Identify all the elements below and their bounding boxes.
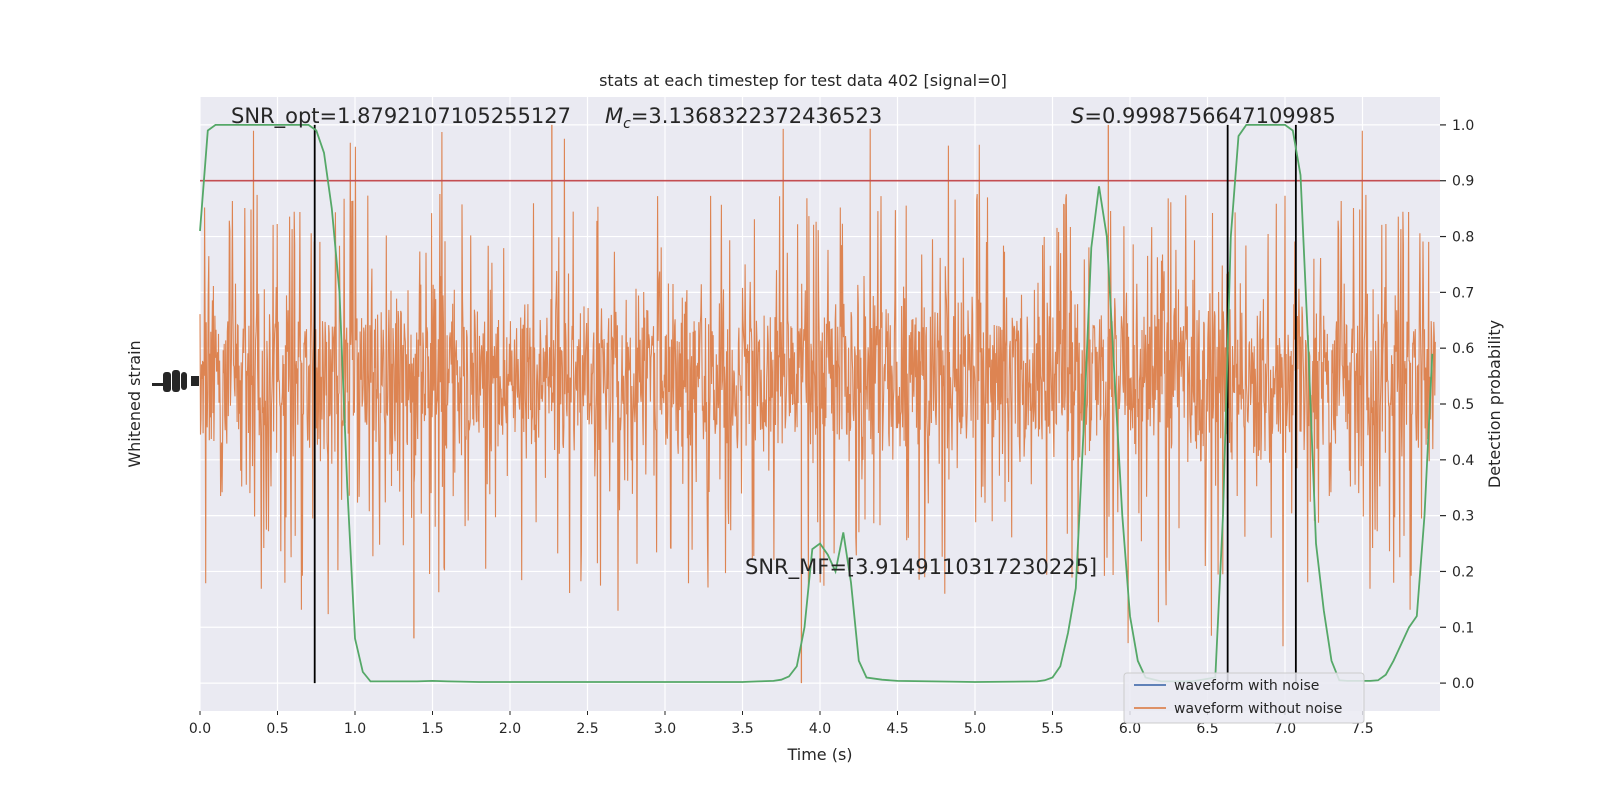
s-value: =0.9998756647109985 bbox=[1084, 104, 1335, 128]
snr-opt-annotation: SNR_opt=1.8792107105255127 bbox=[231, 104, 571, 129]
detection-markers bbox=[313, 124, 1297, 684]
chirp-mass-symbol: M bbox=[605, 104, 623, 128]
y-tick-label: 0.4 bbox=[1452, 453, 1474, 469]
legend-label-with-noise: waveform with noise bbox=[1174, 678, 1319, 694]
chart-title: stats at each timestep for test data 402… bbox=[599, 71, 1007, 90]
x-tick-label: 4.5 bbox=[886, 721, 908, 737]
y-tick-label: 0.7 bbox=[1452, 285, 1474, 301]
y-axis-right-label: Detection probability bbox=[1485, 320, 1504, 488]
left-tick-mark bbox=[191, 376, 199, 386]
x-tick-label: 2.0 bbox=[499, 721, 521, 737]
x-tick-label: 3.0 bbox=[654, 721, 676, 737]
y-tick-label: 0.0 bbox=[1452, 676, 1474, 692]
left-tick-mark bbox=[172, 370, 180, 392]
y-tick-label: 0.3 bbox=[1452, 509, 1474, 525]
legend: waveform with noise waveform without noi… bbox=[1123, 672, 1365, 724]
x-tick-label: 4.0 bbox=[809, 721, 831, 737]
x-tick-label: 5.5 bbox=[1041, 721, 1063, 737]
x-tick-label: 7.0 bbox=[1274, 721, 1296, 737]
x-tick-label: 5.0 bbox=[964, 721, 986, 737]
x-tick-label: 0.5 bbox=[266, 721, 288, 737]
y-tick-label: 1.0 bbox=[1452, 118, 1474, 134]
y-tick-label: 0.1 bbox=[1452, 620, 1474, 636]
y-axis-left-label: Whitened strain bbox=[125, 340, 144, 467]
chirp-mass-value: =3.1368322372436523 bbox=[631, 104, 882, 128]
x-tick-label: 2.5 bbox=[576, 721, 598, 737]
y-tick-label: 0.5 bbox=[1452, 397, 1474, 413]
left-tick-mark bbox=[163, 372, 171, 392]
legend-label-without-noise: waveform without noise bbox=[1174, 701, 1342, 717]
y-tick-label: 0.8 bbox=[1452, 230, 1474, 246]
x-tick-label: 6.5 bbox=[1196, 721, 1218, 737]
x-tick-label: 7.5 bbox=[1351, 721, 1373, 737]
s-annotation: S=0.9998756647109985 bbox=[1071, 104, 1336, 128]
snr-mf-annotation: SNR_MF=[3.9149110317230225] bbox=[745, 555, 1097, 580]
y-tick-label: 0.9 bbox=[1452, 174, 1474, 190]
legend-box bbox=[1123, 672, 1365, 724]
x-axis-label: Time (s) bbox=[786, 745, 852, 764]
probability-line bbox=[199, 124, 1434, 683]
x-tick-label: 1.0 bbox=[344, 721, 366, 737]
y-tick-label: 0.6 bbox=[1452, 341, 1474, 357]
chirp-mass-subscript: c bbox=[623, 116, 631, 132]
left-tick-mark bbox=[152, 383, 166, 386]
s-symbol: S bbox=[1071, 104, 1084, 128]
left-tick-mark bbox=[181, 372, 187, 390]
x-tick-label: 3.5 bbox=[731, 721, 753, 737]
x-tick-label: 1.5 bbox=[421, 721, 443, 737]
chirp-mass-annotation: Mc=3.1368322372436523 bbox=[605, 104, 882, 132]
y-axis-left-ticks bbox=[152, 370, 199, 392]
noise-polyline bbox=[199, 128, 1436, 647]
x-tick-label: 6.0 bbox=[1119, 721, 1141, 737]
x-axis-ticks: 0.0 0.5 1.0 1.5 2.0 2.5 3.0 3.5 4.0 4.5 5.0 5.5 6.0 6… bbox=[189, 711, 1374, 737]
x-tick-label: 0.0 bbox=[189, 721, 211, 737]
probability-series bbox=[199, 124, 1434, 683]
y-axis-right-ticks: 0.0 0.1 0.2 0.3 0.4 0.5 0.6 0.7 0.8 0.9 1.0 bbox=[1440, 118, 1474, 692]
y-tick-label: 0.2 bbox=[1452, 564, 1474, 580]
